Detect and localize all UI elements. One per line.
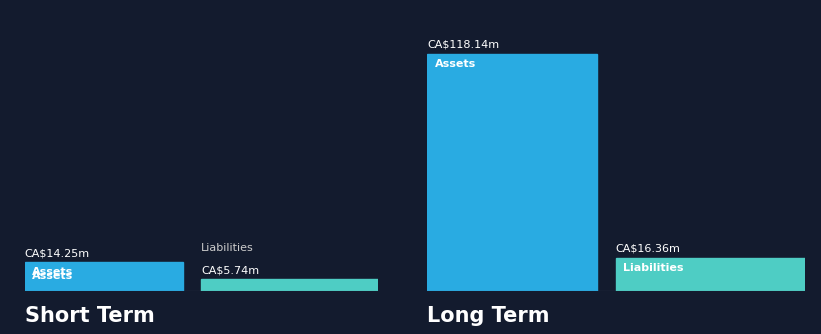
Text: CA$5.74m: CA$5.74m	[201, 265, 259, 275]
Bar	[201, 279, 378, 291]
Text: CA$16.36m: CA$16.36m	[616, 244, 681, 254]
Text: Liabilities: Liabilities	[201, 243, 254, 253]
Text: CA$14.25m: CA$14.25m	[25, 248, 89, 258]
Text: Assets: Assets	[32, 267, 73, 277]
Text: Liabilities: Liabilities	[623, 263, 684, 273]
Text: CA$118.14m: CA$118.14m	[427, 40, 499, 50]
Text: Assets: Assets	[434, 59, 475, 69]
Bar	[25, 262, 184, 291]
Bar	[616, 258, 805, 291]
Text: Short Term: Short Term	[25, 306, 154, 326]
Text: Long Term: Long Term	[427, 306, 549, 326]
Bar	[427, 54, 597, 291]
Text: Assets: Assets	[32, 271, 73, 281]
